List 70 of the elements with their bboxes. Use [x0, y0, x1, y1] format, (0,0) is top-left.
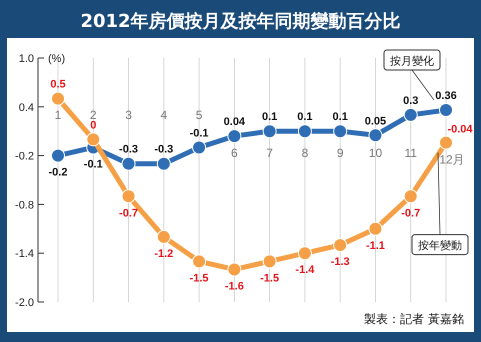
point	[404, 108, 418, 122]
data-label: -1.5	[260, 272, 280, 284]
x-tick-label: 3	[125, 108, 132, 122]
data-label: 0.1	[262, 111, 278, 124]
y-axis-title: (%)	[48, 53, 66, 65]
point	[51, 92, 65, 106]
data-label: -0.7	[119, 207, 138, 220]
point	[192, 140, 206, 154]
data-label: -1.5	[190, 272, 209, 284]
text: 按月變化	[390, 54, 434, 68]
x-tick-label: 5	[196, 108, 203, 122]
y-tick-label: 1.0	[18, 53, 34, 65]
point	[156, 156, 171, 171]
data-label: -0.1	[84, 158, 103, 170]
x-tick-label: 1	[54, 108, 62, 122]
x-tick-label: 11	[404, 146, 418, 160]
data-label: -0.1	[190, 127, 209, 140]
x-tick-label: 12月	[439, 152, 465, 167]
data-label: -0.3	[154, 144, 174, 156]
data-label: 0.04	[224, 116, 246, 128]
point	[192, 254, 206, 268]
data-label: 0.05	[364, 115, 386, 128]
point	[298, 246, 312, 260]
y-tick-label: 0.4	[18, 102, 34, 114]
point	[156, 230, 171, 244]
x-tick-label: 6	[231, 146, 238, 160]
x-tick-label: 10	[368, 146, 382, 160]
x-tick-label: 8	[302, 146, 309, 160]
point	[368, 222, 382, 236]
data-label: -1.1	[366, 240, 385, 252]
chart-title: 2012年房價按月及按年同期變動百分比	[80, 11, 401, 32]
text: 按年變動	[418, 239, 462, 252]
data-label: 0	[90, 119, 96, 132]
point	[439, 103, 453, 118]
data-label: -0.3	[119, 144, 138, 156]
data-label: -1.3	[330, 256, 350, 268]
text: 製表：記者 黃嘉銘	[364, 312, 464, 326]
point	[51, 148, 65, 163]
x-tick-label: 2	[90, 108, 97, 122]
data-label: -1.2	[154, 248, 174, 260]
x-tick-label: 4	[160, 108, 168, 122]
point	[122, 189, 136, 204]
y-tick-label: -0.8	[15, 199, 34, 212]
point	[439, 136, 453, 150]
data-label: -0.7	[401, 207, 420, 220]
data-label: -0.2	[48, 166, 68, 179]
point	[262, 254, 277, 268]
point	[262, 124, 277, 138]
point	[122, 156, 136, 171]
point	[404, 189, 418, 204]
y-tick-label: -2.0	[15, 297, 34, 309]
data-label: -1.4	[295, 264, 316, 276]
point	[368, 128, 382, 142]
point	[333, 124, 348, 138]
point	[298, 124, 312, 138]
point	[227, 129, 242, 144]
data-label: -0.04	[447, 124, 474, 136]
y-tick-label: -1.4	[15, 248, 34, 260]
data-label: 0.36	[435, 90, 457, 102]
data-label: 0.1	[332, 111, 348, 124]
data-label: 0.3	[403, 94, 418, 107]
x-tick-label: 9	[336, 146, 344, 160]
point	[86, 132, 100, 146]
point	[333, 238, 348, 252]
y-tick-label: -0.2	[15, 150, 34, 163]
point	[227, 262, 242, 276]
data-label: -1.6	[224, 280, 244, 292]
x-tick-label: 7	[266, 146, 274, 160]
data-label: 0.1	[297, 111, 313, 124]
data-label: 0.5	[50, 78, 66, 91]
